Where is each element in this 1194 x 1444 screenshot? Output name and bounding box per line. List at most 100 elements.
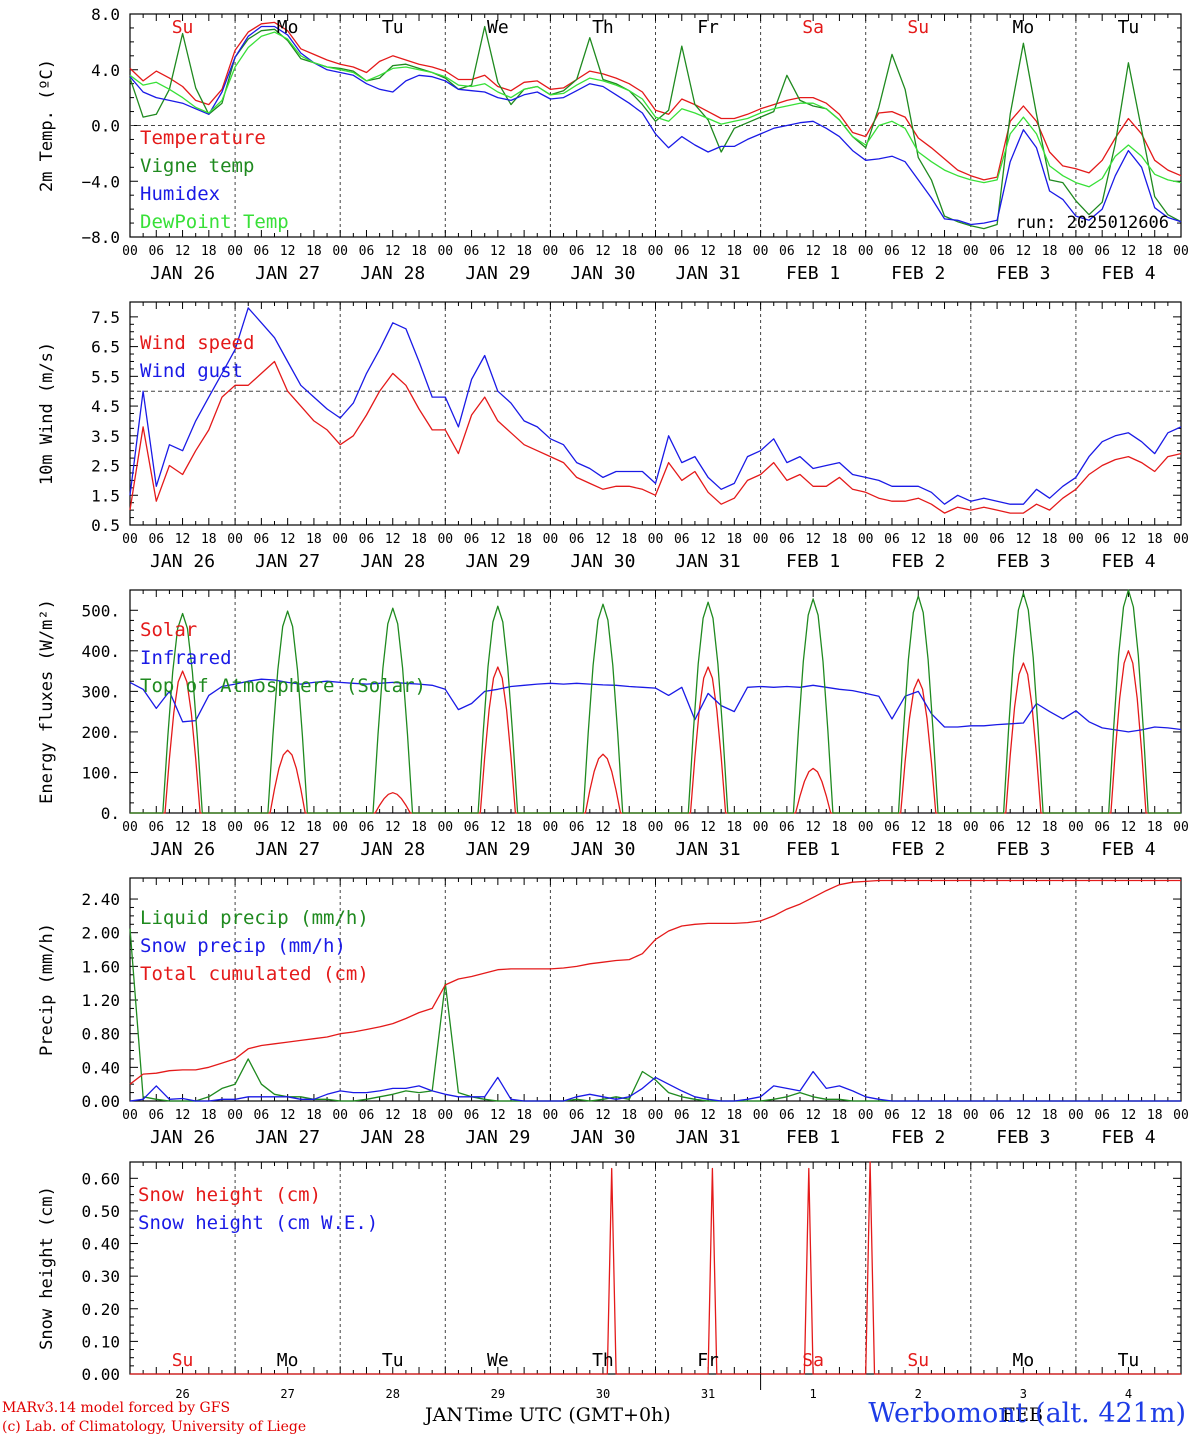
x-hour-label: 00: [227, 820, 243, 835]
x-hour-label: 12: [1121, 1108, 1137, 1123]
x-day-label: FEB 2: [891, 551, 945, 572]
y-tick-label: 0.10: [81, 1332, 120, 1351]
x-hour-label: 00: [1173, 244, 1189, 259]
x-hour-label: 00: [753, 532, 769, 547]
x-hour-label: 12: [805, 532, 821, 547]
y-tick-label: 0.40: [81, 1058, 120, 1077]
x-day-number: 30: [596, 1387, 610, 1401]
x-hour-label: 06: [779, 820, 795, 835]
x-hour-label: 12: [1016, 820, 1032, 835]
x-hour-label: 18: [306, 1108, 322, 1123]
x-hour-label: 06: [779, 1108, 795, 1123]
x-hour-label: 12: [595, 532, 611, 547]
x-hour-label: 18: [411, 532, 427, 547]
x-day-label: JAN 26: [150, 839, 215, 860]
x-hour-label: 00: [437, 820, 453, 835]
x-hour-label: 18: [726, 1108, 742, 1123]
legend-entry: Top of Atmosphere (Solar): [140, 675, 426, 697]
x-hour-label: 00: [332, 1108, 348, 1123]
x-hour-label: 12: [175, 532, 191, 547]
legend-entry: Vigne temp: [140, 155, 254, 177]
x-hour-label: 12: [805, 1108, 821, 1123]
x-hour-label: 00: [963, 1108, 979, 1123]
x-hour-label: 12: [1121, 244, 1137, 259]
x-hour-label: 12: [595, 1108, 611, 1123]
x-hour-label: 00: [332, 820, 348, 835]
x-axis-label: Time UTC (GMT+0h): [465, 1404, 671, 1426]
x-hour-label: 12: [490, 532, 506, 547]
x-day-label: FEB 3: [996, 1127, 1050, 1148]
x-hour-label: 12: [805, 244, 821, 259]
x-hour-label: 06: [254, 532, 270, 547]
y-axis-label: Snow height (cm): [37, 1186, 57, 1350]
x-hour-label: 06: [569, 1108, 585, 1123]
x-hour-label: 00: [227, 244, 243, 259]
panel-3: 0. 100. 200. 300. 400. 500. Energy fluxes (W/m…: [37, 589, 1189, 860]
x-hour-label: 18: [1147, 244, 1163, 259]
y-tick-label: 2.5: [91, 457, 120, 476]
x-hour-label: 00: [122, 244, 138, 259]
y-tick-label: 6.5: [91, 338, 120, 357]
weekday-label: Th: [592, 1350, 614, 1371]
x-hour-label: 18: [726, 532, 742, 547]
y-tick-label: 0.0: [91, 117, 120, 136]
x-hour-label: 00: [437, 244, 453, 259]
x-hour-label: 00: [543, 820, 559, 835]
weekday-label: Su: [172, 1350, 194, 1371]
y-tick-label: 0.5: [91, 516, 120, 535]
x-hour-label: 00: [332, 532, 348, 547]
y-tick-label: 0.: [101, 804, 120, 823]
x-day-number: 1: [810, 1387, 817, 1401]
x-hour-label: 00: [858, 244, 874, 259]
y-tick-label: 0.00: [81, 1365, 120, 1384]
x-hour-label: 12: [490, 244, 506, 259]
x-hour-label: 06: [989, 820, 1005, 835]
series-line-wind-gust: [129, 307, 1182, 505]
x-hour-label: 12: [1121, 820, 1137, 835]
x-day-label: JAN 31: [676, 1127, 741, 1148]
x-hour-label: 06: [674, 1108, 690, 1123]
x-hour-label: 12: [385, 244, 401, 259]
x-hour-label: 12: [280, 820, 296, 835]
x-hour-label: 00: [1068, 244, 1084, 259]
x-hour-label: 18: [201, 244, 217, 259]
y-tick-label: 1.60: [81, 957, 120, 976]
weekday-label: Fr: [697, 17, 719, 38]
x-hour-label: 06: [148, 1108, 164, 1123]
legend-entry: DewPoint Temp: [140, 211, 289, 233]
x-hour-label: 12: [910, 820, 926, 835]
x-hour-label: 00: [648, 244, 664, 259]
y-tick-label: 0.40: [81, 1235, 120, 1254]
x-hour-label: 12: [910, 1108, 926, 1123]
x-hour-label: 06: [148, 820, 164, 835]
series-line-humidex: [129, 25, 1182, 226]
x-hour-label: 00: [122, 820, 138, 835]
x-day-label: FEB 3: [996, 551, 1050, 572]
x-hour-label: 06: [989, 1108, 1005, 1123]
weekday-label: Mo: [1013, 17, 1035, 38]
x-hour-label: 00: [1068, 820, 1084, 835]
weekday-label: Su: [907, 1350, 929, 1371]
x-hour-label: 00: [1173, 532, 1189, 547]
x-hour-label: 06: [464, 532, 480, 547]
x-hour-label: 12: [175, 1108, 191, 1123]
x-day-label: JAN 30: [570, 263, 635, 284]
x-day-label: JAN 26: [150, 551, 215, 572]
series-line-top-of-atmosphere-solar-: [130, 589, 1181, 814]
x-hour-label: 18: [1147, 532, 1163, 547]
x-day-label: JAN 27: [255, 551, 320, 572]
y-tick-label: 7.5: [91, 308, 120, 327]
legend-entry: Humidex: [140, 183, 220, 205]
x-day-label: JAN 31: [676, 551, 741, 572]
x-hour-label: 18: [306, 244, 322, 259]
series-line-infrared: [129, 678, 1182, 733]
x-hour-label: 12: [700, 532, 716, 547]
weekday-label: Mo: [1013, 1350, 1035, 1371]
x-hour-label: 12: [1016, 244, 1032, 259]
x-hour-label: 12: [910, 532, 926, 547]
x-hour-label: 18: [832, 1108, 848, 1123]
x-hour-label: 06: [359, 820, 375, 835]
legend-entry: Solar: [140, 619, 197, 641]
x-hour-label: 00: [122, 532, 138, 547]
x-hour-label: 00: [437, 1108, 453, 1123]
